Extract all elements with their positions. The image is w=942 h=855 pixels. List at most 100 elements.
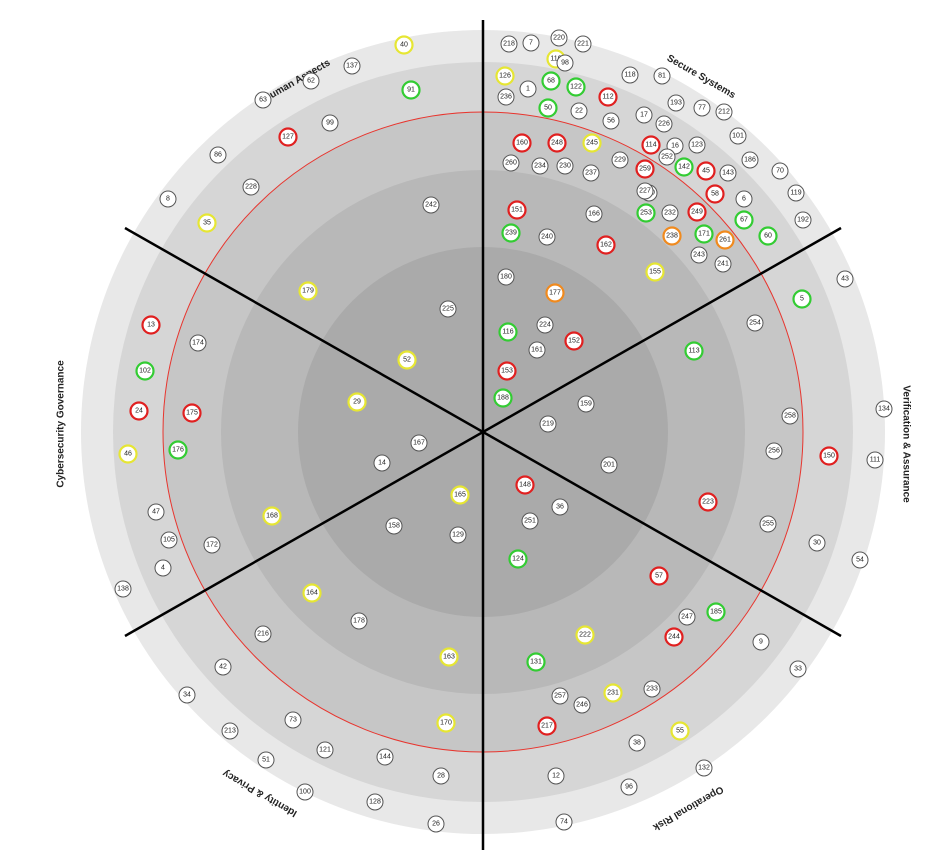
radar-item[interactable]: 86	[209, 146, 227, 164]
radar-item[interactable]: 164	[302, 583, 322, 603]
radar-item[interactable]: 56	[602, 112, 620, 130]
radar-item[interactable]: 158	[385, 517, 403, 535]
radar-item[interactable]: 126	[495, 66, 515, 86]
radar-item[interactable]: 105	[160, 531, 178, 549]
radar-item[interactable]: 63	[254, 91, 272, 109]
radar-item[interactable]: 232	[661, 204, 679, 222]
radar-item[interactable]: 60	[758, 226, 778, 246]
radar-item[interactable]: 122	[566, 77, 586, 97]
radar-item[interactable]: 223	[698, 492, 718, 512]
radar-item[interactable]: 225	[439, 300, 457, 318]
radar-item[interactable]: 253	[636, 203, 656, 223]
radar-item[interactable]: 26	[427, 815, 445, 833]
radar-item[interactable]: 54	[851, 551, 869, 569]
radar-item[interactable]: 234	[531, 157, 549, 175]
radar-item[interactable]: 261	[715, 230, 735, 250]
radar-item[interactable]: 246	[573, 696, 591, 714]
radar-item[interactable]: 244	[664, 627, 684, 647]
radar-item[interactable]: 134	[875, 400, 893, 418]
radar-item[interactable]: 142	[674, 157, 694, 177]
radar-item[interactable]: 50	[538, 98, 558, 118]
radar-item[interactable]: 124	[508, 549, 528, 569]
radar-item[interactable]: 70	[771, 162, 789, 180]
radar-item[interactable]: 52	[397, 350, 417, 370]
radar-item[interactable]: 118	[621, 66, 639, 84]
radar-item[interactable]: 249	[687, 202, 707, 222]
radar-item[interactable]: 236	[497, 88, 515, 106]
radar-item[interactable]: 174	[189, 334, 207, 352]
radar-item[interactable]: 168	[262, 506, 282, 526]
radar-item[interactable]: 259	[635, 159, 655, 179]
radar-item[interactable]: 153	[497, 361, 517, 381]
radar-item[interactable]: 175	[182, 403, 202, 423]
radar-item[interactable]: 227	[636, 182, 654, 200]
radar-item[interactable]: 228	[242, 178, 260, 196]
radar-item[interactable]: 14	[373, 454, 391, 472]
radar-item[interactable]: 116	[498, 322, 518, 342]
radar-item[interactable]: 55	[670, 721, 690, 741]
radar-item[interactable]: 91	[401, 80, 421, 100]
radar-item[interactable]: 36	[551, 498, 569, 516]
radar-item[interactable]: 241	[714, 255, 732, 273]
radar-item[interactable]: 22	[570, 102, 588, 120]
radar-item[interactable]: 29	[347, 392, 367, 412]
radar-item[interactable]: 257	[551, 687, 569, 705]
radar-item[interactable]: 237	[582, 164, 600, 182]
radar-item[interactable]: 252	[658, 148, 676, 166]
radar-item[interactable]: 221	[574, 35, 592, 53]
radar-item[interactable]: 224	[536, 316, 554, 334]
radar-item[interactable]: 254	[746, 314, 764, 332]
radar-item[interactable]: 186	[741, 151, 759, 169]
radar-item[interactable]: 101	[729, 127, 747, 145]
radar-item[interactable]: 155	[645, 262, 665, 282]
radar-item[interactable]: 24	[129, 401, 149, 421]
radar-item[interactable]: 102	[135, 361, 155, 381]
radar-item[interactable]: 77	[693, 99, 711, 117]
radar-item[interactable]: 99	[321, 114, 339, 132]
radar-item[interactable]: 238	[662, 226, 682, 246]
radar-item[interactable]: 150	[819, 446, 839, 466]
radar-item[interactable]: 222	[575, 625, 595, 645]
radar-item[interactable]: 212	[715, 103, 733, 121]
radar-item[interactable]: 4	[154, 559, 172, 577]
radar-item[interactable]: 144	[376, 748, 394, 766]
radar-item[interactable]: 219	[539, 415, 557, 433]
radar-item[interactable]: 248	[547, 133, 567, 153]
radar-item[interactable]: 162	[596, 235, 616, 255]
radar-item[interactable]: 38	[628, 734, 646, 752]
radar-item[interactable]: 100	[296, 783, 314, 801]
radar-item[interactable]: 178	[350, 612, 368, 630]
radar-item[interactable]: 137	[343, 57, 361, 75]
radar-item[interactable]: 201	[600, 456, 618, 474]
radar-item[interactable]: 260	[502, 154, 520, 172]
radar-item[interactable]: 159	[577, 395, 595, 413]
radar-item[interactable]: 74	[555, 813, 573, 831]
radar-item[interactable]: 33	[789, 660, 807, 678]
radar-item[interactable]: 231	[603, 683, 623, 703]
radar-item[interactable]: 7	[522, 34, 540, 52]
radar-item[interactable]: 217	[537, 716, 557, 736]
radar-item[interactable]: 127	[278, 127, 298, 147]
radar-item[interactable]: 165	[450, 485, 470, 505]
radar-item[interactable]: 13	[141, 315, 161, 335]
radar-item[interactable]: 68	[541, 71, 561, 91]
radar-item[interactable]: 251	[521, 512, 539, 530]
radar-item[interactable]: 12	[547, 767, 565, 785]
radar-item[interactable]: 151	[507, 200, 527, 220]
radar-item[interactable]: 213	[221, 722, 239, 740]
radar-item[interactable]: 121	[316, 741, 334, 759]
radar-item[interactable]: 132	[695, 759, 713, 777]
radar-item[interactable]: 8	[159, 190, 177, 208]
radar-item[interactable]: 5	[792, 289, 812, 309]
radar-item[interactable]: 35	[197, 213, 217, 233]
radar-item[interactable]: 67	[734, 210, 754, 230]
radar-item[interactable]: 229	[611, 151, 629, 169]
radar-item[interactable]: 242	[422, 196, 440, 214]
radar-item[interactable]: 28	[432, 767, 450, 785]
radar-item[interactable]: 170	[436, 713, 456, 733]
radar-item[interactable]: 185	[706, 602, 726, 622]
radar-item[interactable]: 177	[545, 283, 565, 303]
radar-item[interactable]: 180	[497, 268, 515, 286]
radar-item[interactable]: 57	[649, 566, 669, 586]
radar-item[interactable]: 1	[519, 80, 537, 98]
